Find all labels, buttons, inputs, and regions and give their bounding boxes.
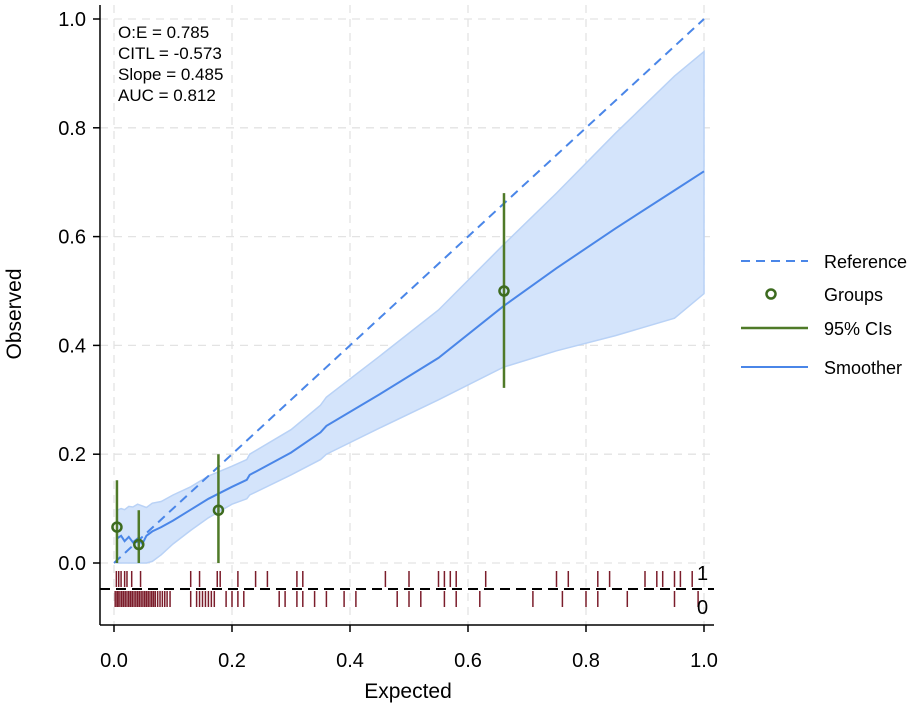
rug-labels: 1 0 [697,563,708,619]
group-point [111,521,123,533]
legend-reference-label: Reference [824,252,907,272]
legend-smoother-label: Smoother [824,358,902,378]
x-tick-label: 0.4 [336,650,364,672]
group-point [133,538,145,551]
y-tick-label: 0.0 [58,553,86,575]
y-tick-label: 0.4 [58,335,86,357]
reference-line [113,18,705,564]
y-tick-label: 1.0 [58,9,86,31]
rug-label-events: 1 [697,563,708,585]
smoother-confidence-band-group [116,50,705,564]
stat-auc: AUC = 0.812 [118,86,216,105]
y-tick-label: 0.6 [58,227,86,249]
smoother-line [116,170,705,546]
y-tick-label: 0.8 [58,118,86,140]
rug-plot [100,571,714,607]
legend-groups-swatch [765,288,777,300]
smoother-line-group [116,170,705,546]
x-tick-label: 1.0 [690,650,718,672]
x-axis-title: Expected [364,680,452,703]
legend-groups-label: Groups [824,285,883,305]
stat-slope: Slope = 0.485 [118,65,223,84]
legend-ci-label: 95% CIs [824,319,892,339]
x-tick-label: 0.8 [572,650,600,672]
legend: Reference Groups 95% CIs Smoother [741,252,907,378]
smoother-confidence-band [116,50,705,564]
stat-citl: CITL = -0.573 [118,44,222,63]
y-axis-title: Observed [3,268,26,359]
calibration-stats: O:E = 0.785 CITL = -0.573 Slope = 0.485 … [118,23,223,105]
x-tick-label: 0.6 [454,650,482,672]
y-tick-label: 0.2 [58,444,86,466]
group-points [111,285,510,551]
group-point [498,285,510,297]
rug-label-nonevents: 0 [697,597,708,619]
group-ci-bars [115,193,506,563]
stat-oe: O:E = 0.785 [118,23,209,42]
x-tick-label: 0.0 [100,650,128,672]
axes [99,5,714,626]
reference-line-group [113,18,705,564]
x-tick-label: 0.2 [218,650,246,672]
group-point [212,504,225,516]
x-axis-ticks: 0.0 0.2 0.4 0.6 0.8 1.0 [100,625,718,672]
y-axis-ticks: 0.0 0.2 0.4 0.6 0.8 1.0 [58,9,100,575]
